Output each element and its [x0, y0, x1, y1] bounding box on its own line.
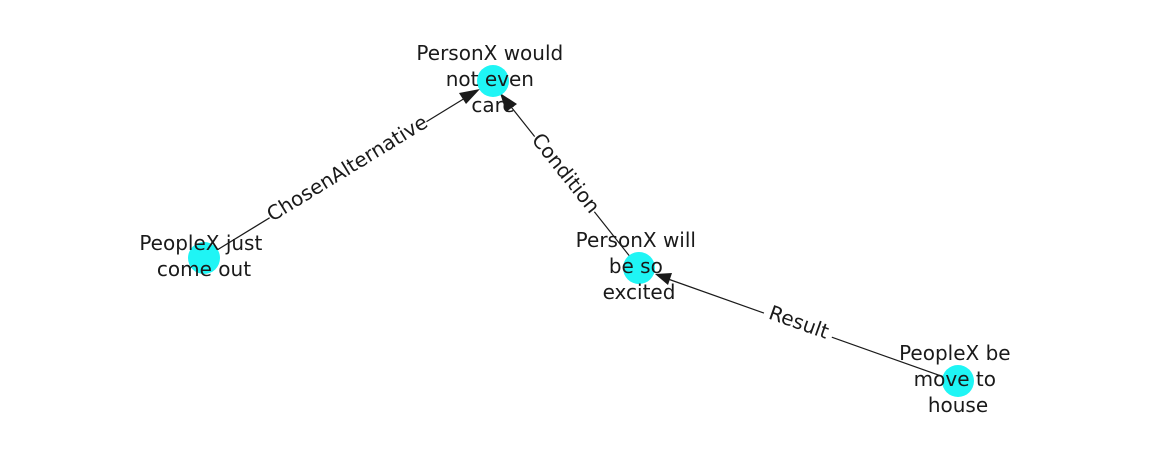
- node-label-line: PeopleX just: [139, 231, 262, 255]
- node-circle: [942, 365, 974, 397]
- edge-label: Condition: [527, 128, 605, 218]
- arrow-head: [655, 273, 672, 285]
- node-circle: [477, 65, 509, 97]
- node-circle: [623, 252, 655, 284]
- node-label-line: house: [928, 393, 988, 417]
- node-label-line: excited: [603, 280, 676, 304]
- node-label-line: move to: [914, 367, 996, 391]
- node-personx-will-be-so-excited: PersonX will be so excited: [576, 228, 703, 304]
- edge-label-background: [261, 107, 433, 229]
- node-personx-would-not-even-care: PersonX would not even care: [416, 41, 569, 117]
- node-label: PersonX would not even care: [416, 41, 569, 117]
- node-label-line: be so: [609, 254, 663, 278]
- node-label-line: care: [471, 93, 514, 117]
- node-label-line: PersonX would: [416, 41, 563, 65]
- edge-label-background: [525, 126, 607, 220]
- arrow-head: [459, 89, 480, 104]
- node-label: PeopleX just come out: [139, 231, 268, 281]
- edge-label: Result: [766, 300, 832, 343]
- node-circle: [188, 242, 220, 274]
- edge-label-background: [760, 296, 838, 348]
- node-label: PersonX will be so excited: [576, 228, 703, 304]
- node-label-line: not even: [446, 67, 534, 91]
- edge-result: Result: [655, 273, 959, 383]
- node-label-line: come out: [157, 257, 251, 281]
- node-label-line: PersonX will: [576, 228, 696, 252]
- node-peoplex-be-move-to-house: PeopleX be move to house: [899, 341, 1017, 417]
- arrow-head: [500, 93, 517, 112]
- edge-label: ChosenAlternative: [262, 110, 431, 227]
- node-label: PeopleX be move to house: [899, 341, 1017, 417]
- node-peoplex-just-come-out: PeopleX just come out: [139, 231, 268, 281]
- node-label-line: PeopleX be: [899, 341, 1011, 365]
